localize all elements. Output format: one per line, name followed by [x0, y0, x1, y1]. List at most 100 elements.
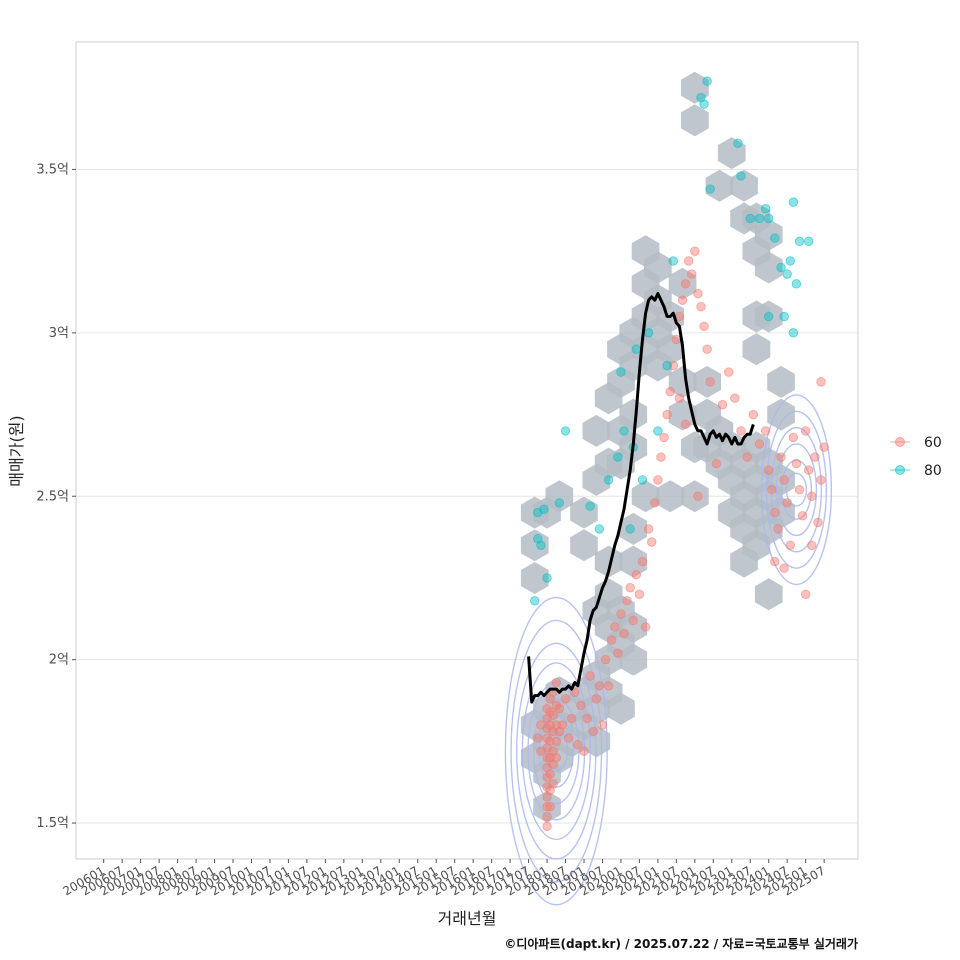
point-series-60 [576, 700, 586, 711]
point-series-60 [683, 256, 694, 266]
point-series-60 [782, 498, 792, 508]
point-series-60 [693, 491, 703, 501]
point-series-60 [613, 648, 623, 658]
point-series-60 [631, 569, 642, 580]
density-contour [521, 662, 591, 841]
density-contour [785, 472, 808, 507]
point-series-60 [548, 710, 558, 720]
y-tick-label: 2억 [49, 653, 69, 668]
point-series-60 [628, 615, 638, 626]
point-series-60 [640, 622, 651, 632]
point-series-60 [816, 475, 826, 485]
grid-lines [76, 168, 858, 824]
point-series-60 [723, 367, 734, 377]
hex-bin [533, 790, 561, 823]
point-series-80 [619, 426, 629, 436]
trend-line [527, 292, 755, 704]
density-contour [516, 642, 597, 860]
point-series-60 [579, 746, 589, 756]
point-series-60 [545, 802, 555, 812]
point-series-80 [779, 311, 789, 322]
scatter-points [530, 76, 829, 832]
point-series-80 [616, 367, 626, 377]
point-series-60 [600, 654, 611, 665]
point-series-80 [662, 360, 672, 371]
y-axis-title: 매매가(원) [7, 415, 26, 486]
density-contour [532, 698, 580, 805]
point-series-60 [807, 540, 817, 550]
point-series-60 [545, 769, 555, 779]
point-series-60 [585, 671, 595, 681]
point-series-80 [705, 184, 715, 194]
hex-bin [607, 692, 635, 725]
hex-bin [754, 251, 783, 284]
point-series-60 [566, 713, 577, 724]
point-series-60 [671, 334, 682, 345]
point-series-60 [548, 779, 558, 789]
point-series-60 [677, 295, 688, 305]
hex-bin [668, 365, 697, 398]
point-series-60 [557, 720, 568, 730]
point-series-60 [807, 491, 817, 501]
hex-bin [681, 431, 709, 464]
hex-bin [619, 512, 648, 545]
point-series-80 [585, 501, 595, 511]
hex-bin [705, 169, 734, 202]
hex-bin [717, 137, 746, 170]
hex-bin [742, 333, 771, 366]
point-series-80 [804, 236, 814, 247]
hex-bin [619, 611, 648, 643]
hex-bin [767, 398, 795, 431]
hex-bin [742, 300, 771, 333]
y-tick-label: 1.5억 [36, 816, 69, 831]
hex-bin [656, 333, 685, 366]
point-series-80 [745, 213, 755, 224]
point-series-60 [773, 524, 783, 534]
point-series-80 [631, 344, 642, 354]
point-series-80 [625, 524, 635, 534]
point-series-60 [622, 596, 632, 606]
point-series-60 [736, 426, 746, 436]
legend-label-80: 80 [924, 463, 942, 479]
point-series-60 [717, 400, 728, 410]
point-series-60 [702, 344, 712, 354]
point-series-60 [779, 475, 789, 485]
point-series-60 [779, 563, 789, 573]
density-contour [765, 410, 828, 569]
hex-bin [619, 643, 648, 676]
y-tick-label: 3.5억 [36, 162, 69, 177]
point-series-60 [819, 442, 829, 452]
density-contour [510, 619, 603, 883]
hex-bin [681, 104, 709, 137]
density-contour [780, 459, 813, 520]
point-series-80 [542, 573, 552, 583]
point-series-60 [659, 432, 669, 443]
point-series-60 [705, 377, 715, 387]
point-series-60 [754, 439, 765, 449]
point-series-80 [594, 524, 605, 534]
point-series-60 [643, 524, 654, 534]
point-series-80 [770, 233, 780, 243]
hex-bin [619, 545, 648, 578]
point-series-80 [643, 328, 654, 338]
point-series-60 [764, 465, 774, 475]
point-series-80 [702, 76, 712, 86]
point-series-60 [588, 726, 598, 737]
point-series-60 [742, 452, 752, 462]
point-series-60 [542, 821, 552, 832]
hex-bin [631, 480, 660, 513]
point-series-80 [788, 328, 799, 338]
point-series-60 [699, 321, 709, 332]
point-series-80 [736, 171, 746, 181]
point-series-60 [591, 694, 602, 704]
hex-bin [681, 71, 709, 104]
point-series-80 [699, 99, 709, 109]
hex-bin [754, 218, 783, 251]
point-series-60 [760, 426, 771, 436]
point-series-60 [634, 589, 645, 599]
hex-bin [520, 562, 549, 594]
point-series-80 [791, 279, 802, 289]
point-series-60 [610, 622, 620, 632]
point-series-80 [613, 452, 623, 462]
point-series-60 [650, 498, 660, 508]
